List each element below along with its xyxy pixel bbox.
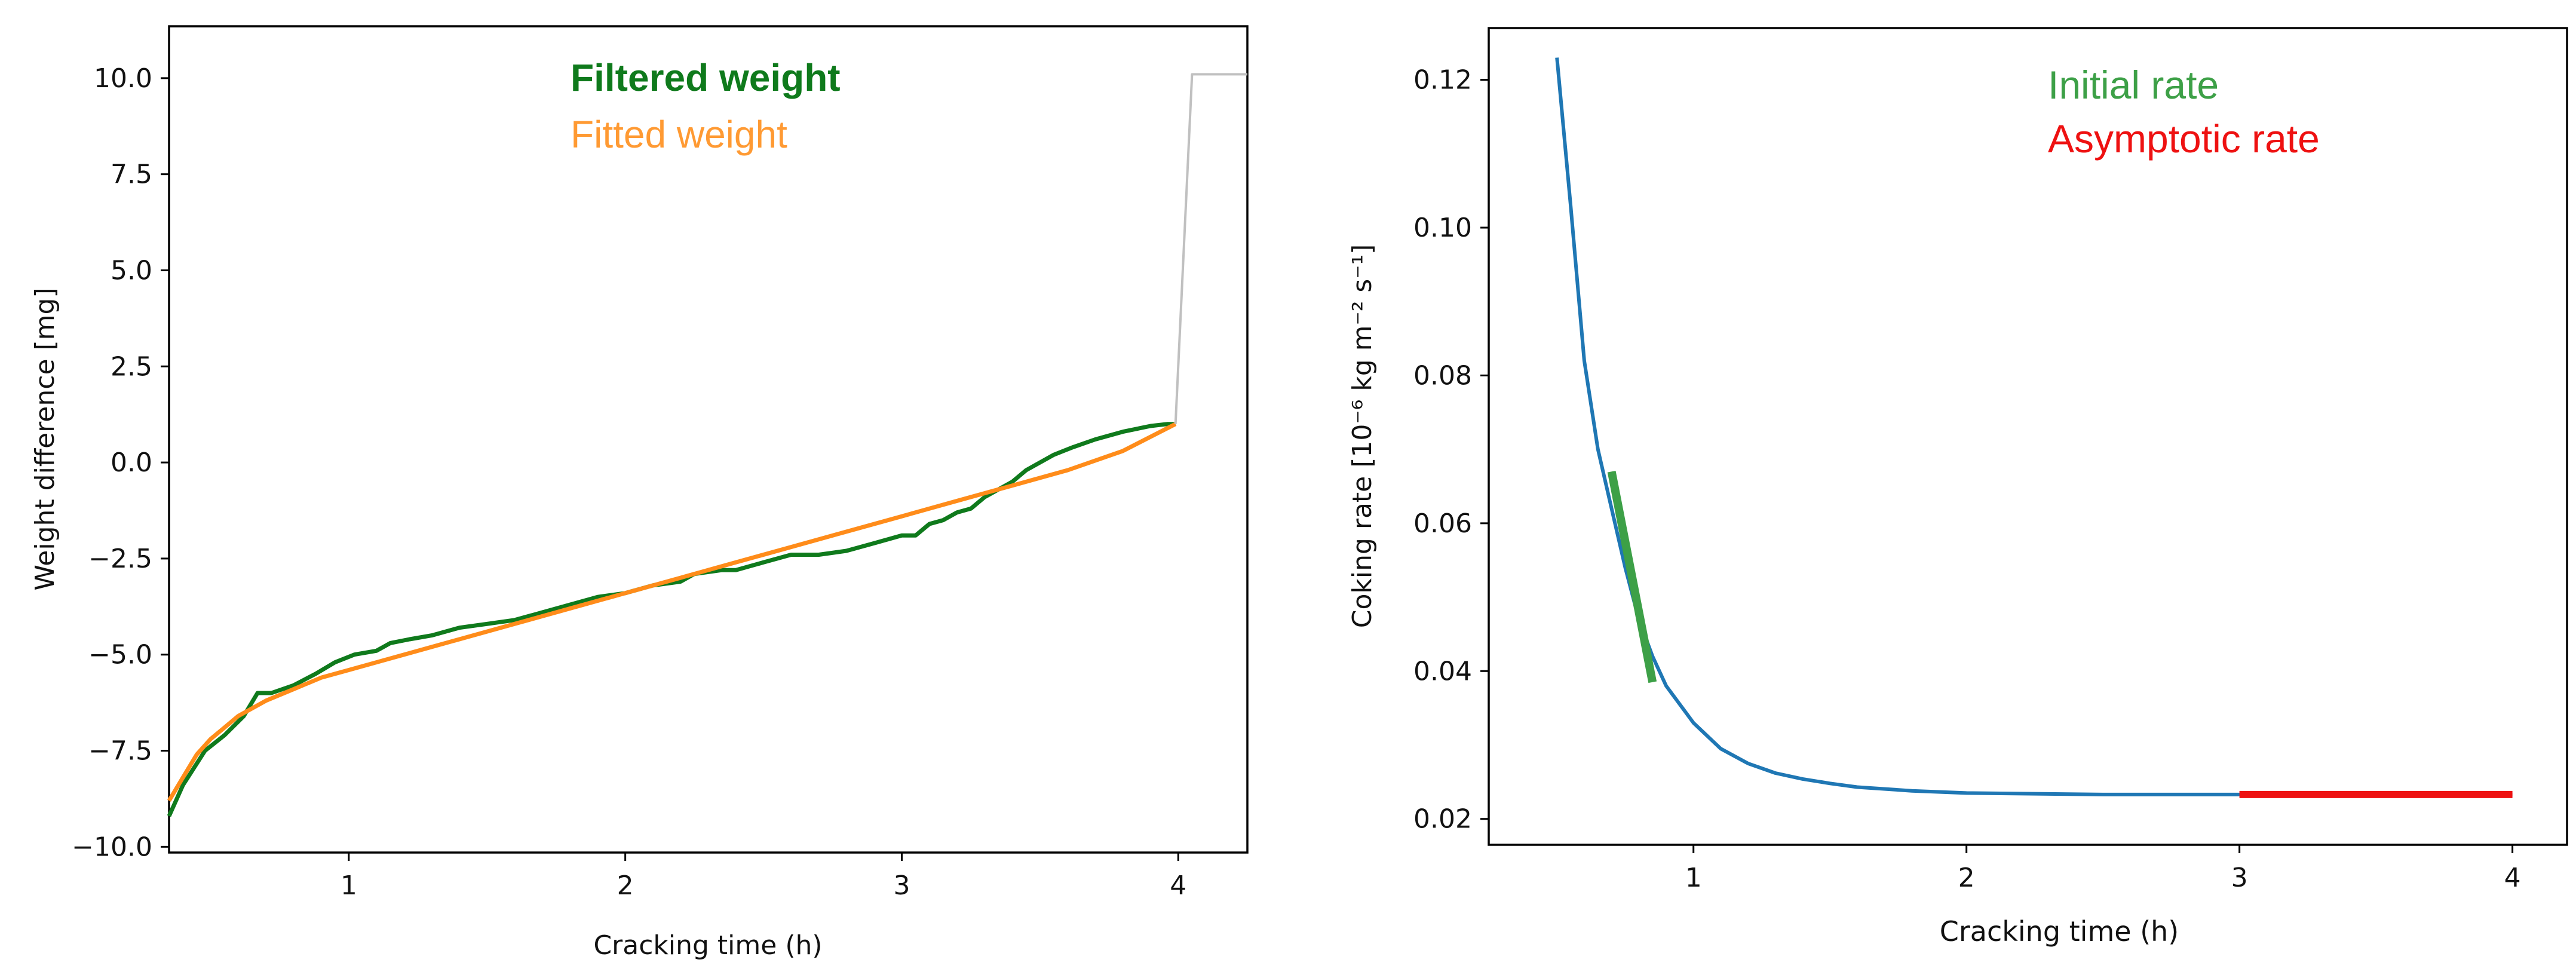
left-y-tick-label: 7.5	[111, 160, 152, 190]
left-x-tick-label: 4	[1170, 870, 1186, 901]
left-y-tick-label: 2.5	[111, 351, 152, 382]
coking-rate-chart: 1 2 3 4 0.02 0.04 0.06 0.08 0.10 0.12 Initial rat…	[1347, 27, 2568, 948]
left-legend-fitted: Fitted weight	[571, 113, 787, 156]
right-ylabel: Coking rate [10⁻⁶ kg m⁻² s⁻¹]	[1347, 244, 1378, 629]
left-ylabel: Weight difference [mg]	[30, 287, 60, 590]
left-y-tick-label: −10.0	[72, 832, 152, 862]
left-series-line-2	[1174, 73, 1247, 424]
right-x-tick-label: 2	[1958, 863, 1975, 893]
left-y-tick-label: −2.5	[88, 544, 152, 574]
right-ticks-group: 1 2 3 4 0.02 0.04 0.06 0.08 0.10 0.12	[1413, 65, 2521, 893]
left-x-tick-label: 2	[617, 870, 634, 901]
right-series-line-1	[1607, 470, 1657, 683]
left-series-group	[167, 73, 1247, 817]
left-series-line-1	[167, 422, 1177, 802]
left-x-tick-label: 1	[341, 870, 357, 901]
right-plot-frame	[1488, 27, 2568, 846]
left-plot-frame	[168, 25, 1249, 854]
left-ticks-group: 1 2 3 4 −10.0 −7.5 −5.0 −2.5 0.0 2.5 5.0 7.5 10.0	[72, 63, 1186, 901]
left-y-tick-label: 10.0	[94, 63, 152, 94]
right-series-line-0	[1555, 57, 2513, 796]
right-x-tick-label: 4	[2504, 863, 2521, 893]
left-legend-filtered: Filtered weight	[571, 56, 841, 99]
left-y-tick-label: 5.0	[111, 255, 152, 286]
left-y-tick-label: −7.5	[88, 736, 152, 767]
right-y-tick-label: 0.10	[1413, 213, 1472, 243]
left-y-tick-label: −5.0	[88, 640, 152, 670]
right-y-tick-label: 0.06	[1413, 508, 1472, 539]
right-y-tick-label: 0.02	[1413, 804, 1472, 835]
weight-difference-chart: 1 2 3 4 −10.0 −7.5 −5.0 −2.5 0.0 2.5 5.0 7.5 10.0 Fi…	[30, 25, 1249, 961]
right-legend-asymptotic: Asymptotic rate	[2048, 116, 2320, 161]
right-y-tick-label: 0.08	[1413, 360, 1472, 391]
left-x-tick-label: 3	[893, 870, 910, 901]
right-x-tick-label: 3	[2231, 863, 2248, 893]
left-xlabel: Cracking time (h)	[593, 930, 822, 961]
right-xlabel: Cracking time (h)	[1940, 915, 2179, 948]
right-y-tick-label: 0.04	[1413, 656, 1472, 686]
left-y-tick-label: 0.0	[111, 447, 152, 478]
right-x-tick-label: 1	[1685, 863, 1702, 893]
right-series-group	[1555, 57, 2513, 798]
right-legend-initial: Initial rate	[2048, 63, 2219, 107]
right-y-tick-label: 0.12	[1413, 65, 1472, 96]
